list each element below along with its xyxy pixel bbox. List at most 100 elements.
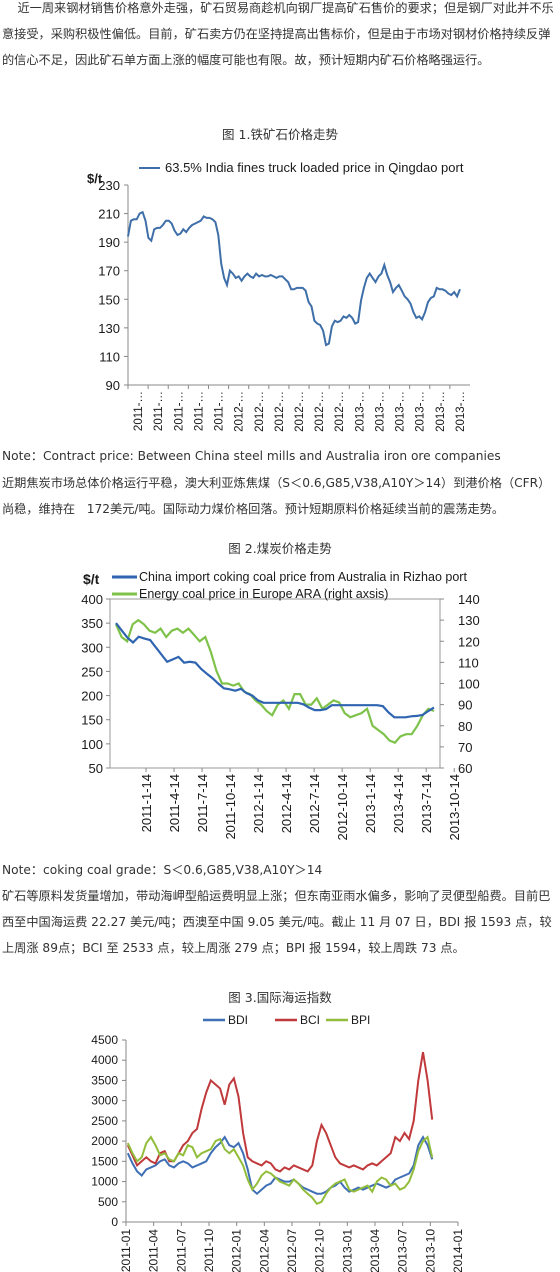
freight-index-chart: 0 500 1000 1500 2000 2500 3000 3500 4000 4500 2011… bbox=[91, 1013, 465, 1272]
y2-tick-label: 120 bbox=[458, 634, 480, 649]
x-tick-label: 2012-… bbox=[254, 391, 266, 432]
legend-label-bci: BCI bbox=[300, 1013, 320, 1027]
y2-tick-label: 100 bbox=[458, 677, 480, 692]
y2-tick-label: 80 bbox=[458, 719, 472, 734]
series-line-energy-coal bbox=[114, 618, 435, 745]
x-tick-label: 2011-… bbox=[193, 391, 205, 431]
x-tick-label: 2013-… bbox=[354, 391, 366, 432]
x-tick-label: 2013-10-14 bbox=[447, 774, 462, 841]
legend-label-india-fines: 63.5% India fines truck loaded price in … bbox=[165, 160, 464, 175]
x-tick-label: 2012-… bbox=[294, 391, 306, 432]
x-tick-label: 2011-10 bbox=[202, 1229, 216, 1272]
y-tick-label: 130 bbox=[98, 321, 120, 336]
x-tick-label: 2013-7-14 bbox=[419, 774, 434, 833]
y-tick-label: 3500 bbox=[91, 1073, 118, 1087]
x-tick-label: 2011-10-14 bbox=[223, 774, 238, 840]
y-axis-unit: $/t bbox=[87, 171, 103, 186]
x-tick-label: 2013-10 bbox=[423, 1229, 437, 1272]
x-tick-label: 2012-… bbox=[274, 391, 286, 432]
y-tick-label: 190 bbox=[98, 235, 120, 250]
x-tick-label: 2013-1-14 bbox=[363, 774, 378, 833]
x-tick-label: 2011-01 bbox=[119, 1229, 133, 1272]
y-tick-label: 0 bbox=[111, 1215, 118, 1229]
x-tick-label: 2013-… bbox=[395, 391, 407, 432]
y-tick-label: 210 bbox=[98, 207, 120, 222]
x-tick-label: 2012-1-14 bbox=[251, 774, 266, 833]
x-tick-label: 2011-1-14 bbox=[139, 774, 154, 832]
y-tick-label: 2500 bbox=[91, 1114, 118, 1128]
y-tick-label: 250 bbox=[81, 664, 103, 679]
x-tick-label: 2013-04 bbox=[368, 1229, 382, 1272]
legend-label-bdi: BDI bbox=[228, 1013, 248, 1027]
caption-figure-2: 图 2.煤炭价格走势 bbox=[228, 541, 332, 556]
x-tick-label: 2012-… bbox=[314, 391, 326, 432]
x-tick-label: 2013-… bbox=[415, 391, 427, 432]
y2-tick-label: 110 bbox=[458, 655, 479, 670]
caption-figure-1: 图 1.铁矿石价格走势 bbox=[222, 127, 338, 142]
legend-label-energy-coal: Energy coal price in Europe ARA (right a… bbox=[139, 587, 388, 601]
y2-tick-label: 70 bbox=[458, 740, 472, 755]
y-tick-label: 150 bbox=[81, 713, 103, 728]
x-tick-label: 2012-10-14 bbox=[335, 774, 350, 841]
y-tick-label: 170 bbox=[98, 264, 120, 279]
x-tick-label: 2012-07 bbox=[285, 1229, 299, 1272]
x-tick-label: 2012-7-14 bbox=[307, 774, 322, 833]
note-coking-coal: Note：coking coal grade：S＜0.6,G85,V38,A10… bbox=[2, 863, 323, 877]
x-tick-label: 2011-07 bbox=[174, 1229, 188, 1272]
y-tick-label: 150 bbox=[98, 292, 120, 307]
y-tick-label: 50 bbox=[89, 761, 103, 776]
x-tick-label: 2011-… bbox=[153, 391, 165, 431]
paragraph-coal: 近期焦炭市场总体价格运行平稳，澳大利亚炼焦煤（S＜0.6,G85,V38,A10… bbox=[2, 476, 551, 516]
x-tick-label: 2011-7-14 bbox=[195, 774, 210, 832]
series-line-bci bbox=[126, 1051, 434, 1173]
x-tick-label: 2011-4-14 bbox=[167, 774, 182, 832]
y-tick-label: 300 bbox=[81, 640, 103, 655]
legend-label-bpi: BPI bbox=[351, 1013, 370, 1027]
y-tick-label: 4500 bbox=[91, 1033, 118, 1047]
legend-label-coking-coal: China import coking coal price from Aust… bbox=[139, 570, 467, 584]
series-line-india-fines bbox=[127, 210, 461, 347]
y2-tick-label: 60 bbox=[458, 761, 472, 776]
paragraph-iron-ore: 近一周来钢材销售价格意外走强，矿石贸易商趁机向钢厂提高矿石售价的要求；但是钢厂对… bbox=[2, 1, 554, 67]
y2-tick-label: 90 bbox=[458, 698, 472, 713]
x-tick-label: 2013-… bbox=[455, 391, 467, 432]
y-tick-label: 200 bbox=[81, 689, 103, 704]
y-axis-unit: $/t bbox=[83, 571, 100, 587]
series-line-bdi bbox=[126, 1135, 434, 1196]
x-tick-label: 2011-… bbox=[173, 391, 185, 431]
x-tick-label: 2013-… bbox=[435, 391, 447, 432]
y2-tick-label: 140 bbox=[458, 592, 480, 607]
x-tick-label: 2011-04 bbox=[147, 1229, 161, 1272]
x-tick-label: 2012-… bbox=[334, 391, 346, 432]
x-tick-label: 2012-01 bbox=[230, 1229, 244, 1272]
y-tick-label: 110 bbox=[99, 349, 120, 364]
x-tick-label: 2012-… bbox=[234, 391, 246, 432]
y-tick-label: 500 bbox=[98, 1195, 118, 1209]
x-tick-label: 2013-… bbox=[374, 391, 386, 432]
plot-frame bbox=[109, 598, 441, 769]
y-tick-label: 2000 bbox=[91, 1134, 118, 1148]
y-tick-label: 90 bbox=[106, 378, 120, 393]
y-tick-label: 1000 bbox=[91, 1175, 118, 1189]
coal-chart: 50 100 150 200 250 300 350 400 60 70 80 90 100 110 120… bbox=[81, 570, 480, 841]
series-line-coking-coal bbox=[115, 622, 435, 719]
y-tick-label: 400 bbox=[81, 592, 103, 607]
x-tick-label: 2013-01 bbox=[340, 1229, 354, 1272]
note-iron-ore: Note：Contract price: Between China steel… bbox=[2, 449, 501, 463]
y-tick-label: 350 bbox=[81, 616, 103, 631]
y-tick-label: 4000 bbox=[91, 1053, 118, 1067]
y-tick-label: 3000 bbox=[91, 1094, 118, 1108]
x-tick-label: 2011-… bbox=[214, 391, 226, 431]
x-tick-label: 2012-04 bbox=[257, 1229, 271, 1272]
x-tick-label: 2012-10 bbox=[313, 1229, 327, 1272]
x-tick-label: 2013-07 bbox=[396, 1229, 410, 1272]
x-tick-label: 2013-4-14 bbox=[391, 774, 406, 833]
x-tick-label: 2011-… bbox=[133, 391, 145, 431]
caption-figure-3: 图 3.国际海运指数 bbox=[228, 990, 332, 1005]
series-line-bpi bbox=[126, 1135, 434, 1206]
x-tick-label: 2014-01 bbox=[451, 1229, 465, 1272]
y-tick-label: 100 bbox=[81, 737, 103, 752]
paragraph-freight: 矿石等原料发货量增加，带动海岬型船运费明显上涨；但东南亚雨水偏多，影响了灵便型船… bbox=[2, 889, 552, 955]
x-tick-label: 2012-4-14 bbox=[279, 774, 294, 833]
y-tick-label: 230 bbox=[98, 178, 120, 193]
